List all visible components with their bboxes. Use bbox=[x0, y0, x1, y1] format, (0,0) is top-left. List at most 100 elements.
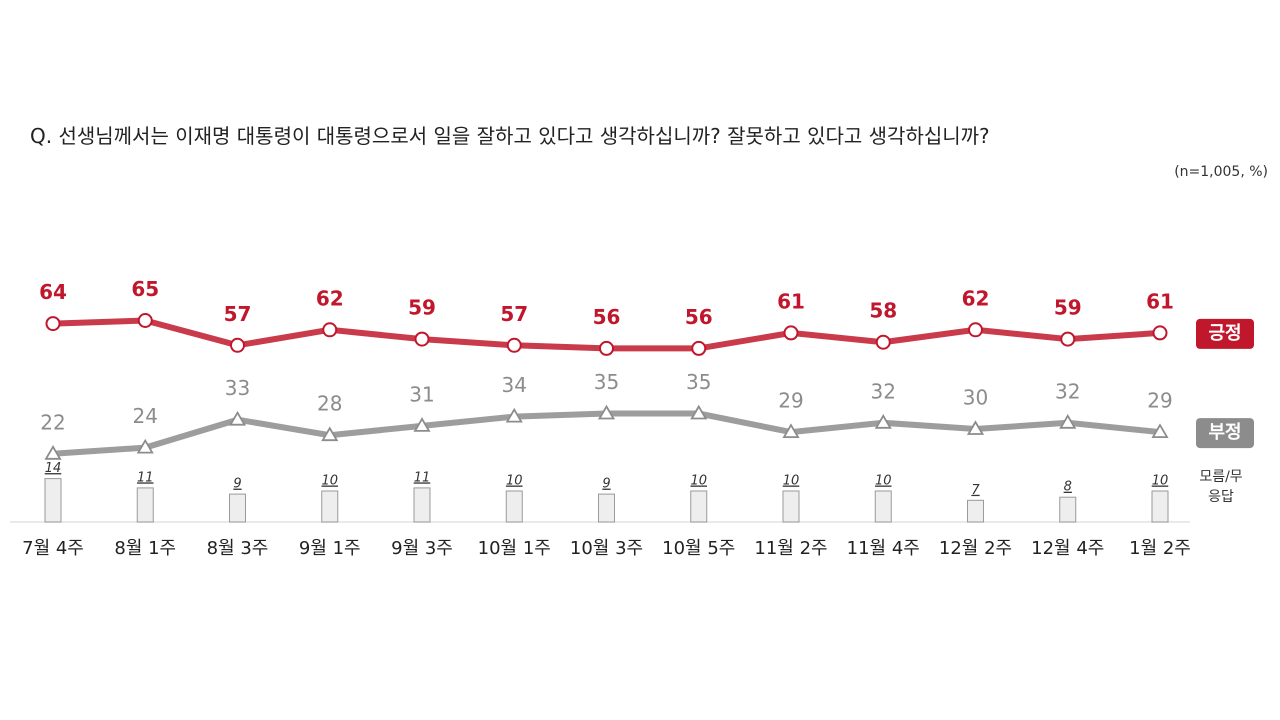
point bbox=[966, 420, 985, 435]
x-tick-label: 12월 2주 bbox=[939, 538, 1012, 559]
chart-title: Q. 선생님께서는 이재명 대통령이 대통령으로서 일을 잘하고 있다고 생각하… bbox=[30, 124, 990, 148]
x-tick-label: 9월 1주 bbox=[299, 538, 361, 559]
point bbox=[1151, 423, 1169, 439]
point bbox=[599, 340, 614, 356]
point bbox=[690, 404, 708, 420]
x-tick-label: 8월 1주 bbox=[114, 538, 176, 559]
data-label: 29 bbox=[1147, 389, 1172, 413]
point bbox=[782, 423, 800, 439]
data-label: 35 bbox=[686, 370, 711, 394]
data-label: 10 bbox=[1152, 474, 1169, 489]
point bbox=[136, 438, 154, 454]
data-label: 65 bbox=[131, 277, 159, 301]
bar bbox=[782, 490, 800, 523]
data-label: 30 bbox=[963, 386, 988, 410]
data-label: 57 bbox=[224, 302, 252, 326]
data-label: 35 bbox=[594, 370, 619, 394]
bar bbox=[1151, 490, 1169, 523]
data-label: 32 bbox=[1055, 379, 1080, 403]
data-label: 32 bbox=[871, 379, 896, 403]
bar bbox=[229, 493, 246, 523]
data-label: 22 bbox=[40, 410, 65, 434]
data-label: 14 bbox=[45, 461, 62, 476]
point bbox=[1060, 331, 1076, 347]
x-tick-label: 8월 3주 bbox=[207, 538, 269, 559]
point bbox=[45, 316, 61, 332]
legend-box bbox=[1196, 318, 1254, 349]
data-label: 8 bbox=[1064, 480, 1072, 495]
data-label: 34 bbox=[502, 373, 527, 397]
bar bbox=[967, 499, 984, 523]
bar bbox=[413, 487, 431, 523]
x-tick-label: 7월 4주 bbox=[22, 538, 84, 559]
x-tick-label: 10월 1주 bbox=[478, 538, 551, 559]
point bbox=[874, 414, 892, 429]
data-label: 62 bbox=[962, 286, 990, 310]
point bbox=[414, 331, 430, 347]
x-tick-label: 10월 5주 bbox=[662, 538, 735, 559]
point bbox=[321, 426, 339, 442]
point bbox=[597, 404, 616, 420]
data-label: 59 bbox=[1054, 296, 1082, 320]
data-label: 24 bbox=[133, 404, 158, 428]
point bbox=[44, 445, 62, 460]
data-label: 31 bbox=[409, 382, 434, 406]
data-label: 56 bbox=[685, 305, 713, 329]
x-tick-label: 11월 2주 bbox=[754, 538, 827, 559]
x-tick-label: 11월 4주 bbox=[847, 538, 920, 559]
point bbox=[413, 417, 431, 432]
data-label: 10 bbox=[875, 474, 892, 489]
data-label: 10 bbox=[783, 474, 800, 489]
data-label: 33 bbox=[225, 376, 250, 400]
legend-label: 긍정 bbox=[1208, 323, 1241, 344]
point bbox=[506, 337, 522, 353]
data-label: 64 bbox=[39, 280, 67, 304]
bar bbox=[598, 493, 615, 523]
data-label: 10 bbox=[321, 474, 338, 489]
point bbox=[505, 407, 523, 423]
data-label: 61 bbox=[777, 289, 805, 313]
legend-label: 모름/무응답 bbox=[1199, 469, 1243, 505]
point bbox=[230, 337, 245, 353]
data-label: 7 bbox=[971, 483, 980, 498]
data-label: 29 bbox=[778, 389, 803, 413]
data-label: 28 bbox=[317, 392, 342, 416]
sample-note: (n=1,005, %) bbox=[1174, 164, 1268, 180]
bar bbox=[690, 490, 708, 523]
data-label: 11 bbox=[414, 470, 431, 485]
data-label: 9 bbox=[233, 477, 241, 492]
data-label: 9 bbox=[602, 477, 610, 492]
point bbox=[1152, 325, 1168, 341]
data-label: 57 bbox=[500, 302, 528, 326]
x-tick-label: 12월 4주 bbox=[1031, 538, 1104, 559]
data-label: 62 bbox=[316, 286, 344, 310]
data-label: 10 bbox=[506, 474, 523, 489]
x-tick-label: 10월 3주 bbox=[570, 538, 643, 559]
point bbox=[1059, 414, 1077, 429]
bar bbox=[136, 487, 154, 523]
point bbox=[228, 410, 247, 426]
bar bbox=[1059, 496, 1077, 523]
bar bbox=[321, 490, 339, 523]
x-tick-label: 1월 2주 bbox=[1129, 538, 1191, 559]
data-label: 58 bbox=[869, 299, 897, 323]
bar bbox=[874, 490, 892, 523]
point bbox=[322, 322, 338, 338]
data-label: 11 bbox=[137, 470, 154, 485]
data-label: 59 bbox=[408, 296, 436, 320]
x-tick-label: 9월 3주 bbox=[391, 538, 453, 559]
bar bbox=[44, 478, 62, 523]
legend-label: 부정 bbox=[1208, 422, 1241, 443]
data-label: 61 bbox=[1146, 289, 1174, 313]
point bbox=[137, 313, 153, 328]
series-line bbox=[52, 410, 1161, 457]
point bbox=[968, 322, 983, 338]
bar bbox=[505, 490, 523, 523]
data-label: 56 bbox=[593, 305, 621, 329]
legend-box bbox=[1196, 418, 1254, 449]
point bbox=[691, 340, 707, 356]
point bbox=[783, 325, 799, 341]
point bbox=[875, 334, 891, 350]
